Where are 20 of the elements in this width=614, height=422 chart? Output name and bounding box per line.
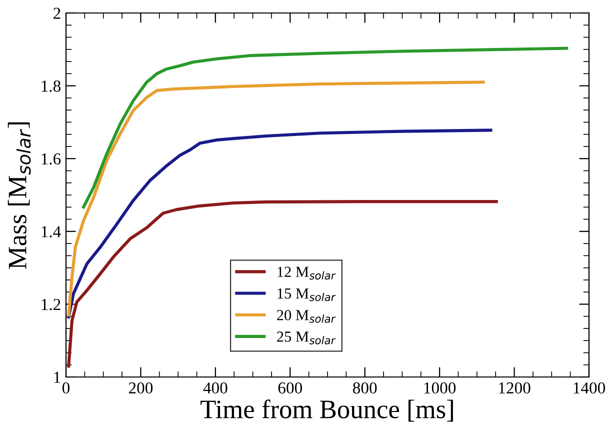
x-tick-label: 200 (128, 382, 153, 394)
x-axis-title: Time from Bounce [ms] (200, 399, 453, 422)
x-tick-label: 1000 (424, 382, 456, 394)
x-tick-label: 1400 (574, 382, 606, 394)
legend-label: 12 M$_{solar}$ (278, 266, 336, 280)
x-tick-label: 0 (62, 382, 70, 394)
y-tick-label: 1.6 (42, 153, 61, 165)
y-axis-title: Mass [M$_{solar}$] (8, 122, 31, 269)
x-tick-label: 800 (352, 382, 377, 394)
legend-label: 25 M$_{solar}$ (277, 332, 336, 344)
y-tick-label: 2 (54, 8, 60, 19)
x-tick-label: 400 (203, 382, 228, 394)
legend-label: 15 M$_{solar}$ (278, 288, 336, 302)
legend-label: 20 M$_{solar}$ (277, 310, 336, 323)
y-tick-label: 1.8 (42, 80, 61, 92)
x-tick-label: 600 (278, 382, 302, 394)
x-tick-label: 1200 (499, 382, 530, 394)
y-tick-label: 1.4 (42, 226, 61, 238)
y-tick-label: 1 (54, 372, 60, 383)
y-tick-label: 1.2 (42, 298, 60, 310)
